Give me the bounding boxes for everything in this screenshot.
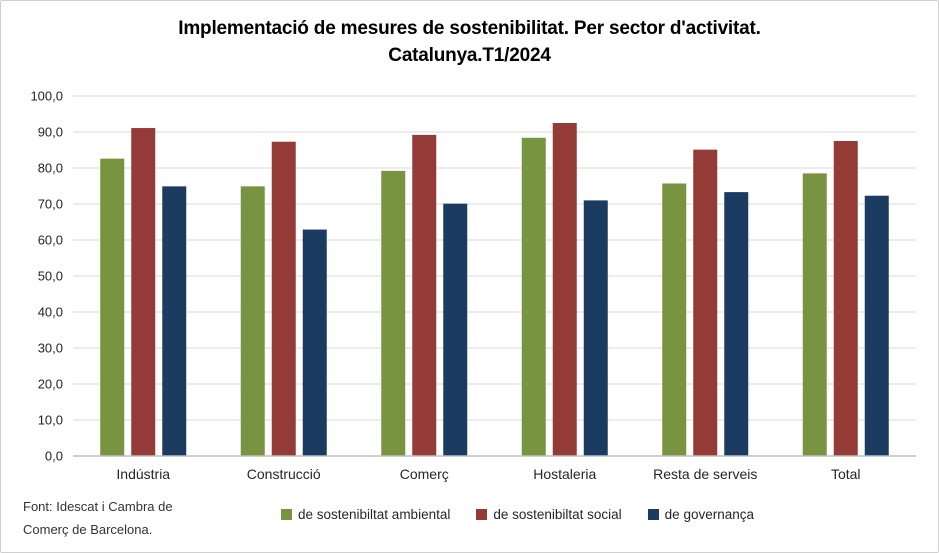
x-axis-category-label: Comerç: [400, 466, 449, 482]
y-axis-tick-label: 90,0: [38, 125, 63, 140]
source-note: Font: Idescat i Cambra de Comerç de Barc…: [23, 495, 173, 541]
bar-de-governança: [162, 186, 187, 457]
y-axis-tick-label: 40,0: [38, 305, 63, 320]
bar-de-sostenibiltat-ambiental: [802, 173, 827, 456]
source-note-line1: Font: Idescat i Cambra de: [23, 499, 173, 514]
y-axis-tick-label: 10,0: [38, 413, 63, 428]
legend-item-social: de sostenibiltat social: [476, 507, 622, 522]
legend-label: de governança: [664, 507, 754, 522]
bar-de-governança: [724, 192, 749, 456]
bar-de-sostenibiltat-ambiental: [240, 186, 265, 457]
bar-de-sostenibiltat-ambiental: [521, 137, 546, 456]
x-axis-category-label: Total: [831, 466, 861, 482]
y-axis-tick-label: 30,0: [38, 341, 63, 356]
y-axis-tick-label: 80,0: [38, 161, 63, 176]
legend-swatch-blue: [647, 509, 659, 520]
y-axis-tick-label: 60,0: [38, 233, 63, 248]
bar-de-sostenibiltat-ambiental: [381, 170, 406, 456]
bar-de-sostenibiltat-social: [693, 149, 718, 456]
y-axis-tick-label: 50,0: [38, 269, 63, 284]
y-axis-tick-label: 20,0: [38, 377, 63, 392]
bar-de-governança: [864, 195, 889, 456]
bar-de-sostenibiltat-social: [833, 141, 858, 456]
source-note-line2: Comerç de Barcelona.: [23, 522, 153, 537]
bar-de-governança: [443, 203, 468, 456]
legend-swatch-red: [476, 509, 488, 520]
chart-title: Implementació de mesures de sostenibilit…: [1, 15, 938, 69]
x-axis-category-label: Construcció: [247, 466, 321, 482]
y-axis-tick-label: 70,0: [38, 197, 63, 212]
legend-swatch-green: [281, 509, 292, 520]
chart-title-line1: Implementació de mesures de sostenibilit…: [178, 18, 761, 39]
legend-label: de sostenibiltat ambiental: [298, 507, 451, 522]
x-axis-category-label: Hostaleria: [533, 466, 596, 482]
bar-de-sostenibiltat-social: [412, 134, 437, 456]
x-axis-category-label: Resta de serveis: [653, 466, 757, 482]
legend-label: de sostenibiltat social: [493, 507, 622, 522]
y-axis-tick-label: 100,0: [30, 89, 63, 104]
legend-item-ambiental: de sostenibiltat ambiental: [281, 507, 450, 522]
x-axis-category-label: Indústria: [116, 466, 170, 482]
y-axis-tick-label: 0,0: [45, 449, 63, 464]
bar-de-sostenibiltat-social: [131, 128, 156, 456]
chart-title-line2: Catalunya.T1/2024: [388, 45, 551, 66]
bar-de-sostenibiltat-ambiental: [100, 158, 125, 456]
legend-item-governanca: de governança: [647, 507, 754, 522]
bar-de-sostenibiltat-ambiental: [662, 183, 687, 457]
bar-de-governança: [583, 200, 608, 456]
bar-de-sostenibiltat-social: [552, 123, 577, 456]
chart-legend: de sostenibiltat ambiental de sostenibil…: [281, 507, 754, 522]
bar-de-governança: [302, 229, 327, 456]
bar-de-sostenibiltat-social: [271, 141, 296, 456]
